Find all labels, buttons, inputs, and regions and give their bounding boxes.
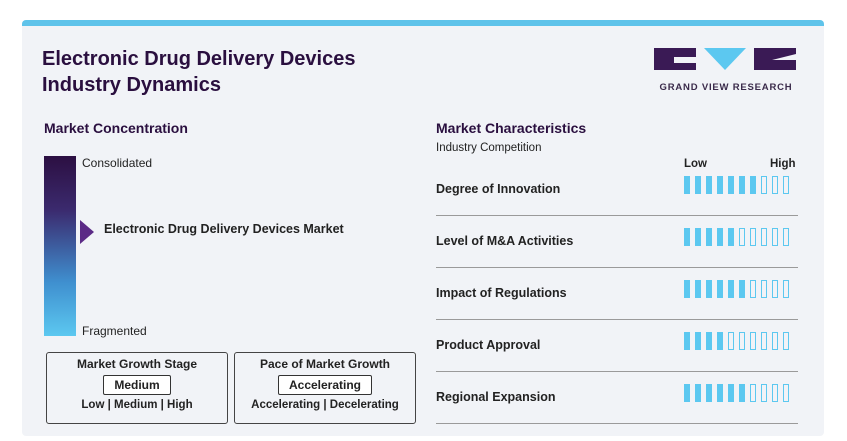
scale-high-label: High <box>770 158 796 170</box>
market-position-label: Electronic Drug Delivery Devices Market <box>104 222 344 236</box>
rating-segment-empty <box>772 228 778 246</box>
characteristic-label: Impact of Regulations <box>436 286 567 300</box>
rating-segment-filled <box>717 176 723 194</box>
rating-segment-empty <box>739 332 745 350</box>
concentration-gradient-bar <box>44 156 76 336</box>
rating-segment-empty <box>750 228 756 246</box>
rating-segment-filled <box>695 332 701 350</box>
rating-segment-filled <box>717 280 723 298</box>
logo-text: GRAND VIEW RESEARCH <box>659 82 793 93</box>
characteristic-label: Product Approval <box>436 338 541 352</box>
rating-segment-filled <box>684 384 690 402</box>
rating-segment-empty <box>761 228 767 246</box>
rating-segment-empty <box>739 228 745 246</box>
rating-segment-filled <box>717 228 723 246</box>
rating-segment-empty <box>783 332 789 350</box>
rating-segment-empty <box>783 176 789 194</box>
growth-stage-value: Medium <box>103 375 171 395</box>
rating-segment-filled <box>728 228 734 246</box>
rating-segment-filled <box>739 384 745 402</box>
characteristic-row: Product Approval <box>436 320 798 372</box>
rating-segment-filled <box>684 332 690 350</box>
rating-segment-filled <box>706 280 712 298</box>
rating-segment-filled <box>728 384 734 402</box>
rating-segment-empty <box>761 176 767 194</box>
rating-segment-filled <box>684 176 690 194</box>
rating-segment-filled <box>684 280 690 298</box>
rating-segment-empty <box>783 280 789 298</box>
rating-segment-filled <box>739 280 745 298</box>
fragmented-label: Fragmented <box>82 324 147 338</box>
rating-segment-empty <box>750 384 756 402</box>
rating-segment-empty <box>772 176 778 194</box>
rating-segment-empty <box>772 332 778 350</box>
rating-segment-empty <box>772 384 778 402</box>
rating-segment-empty <box>772 280 778 298</box>
characteristic-row: Impact of Regulations <box>436 268 798 320</box>
characteristic-row: Level of M&A Activities <box>436 216 798 268</box>
brand-logo: GRAND VIEW RESEARCH <box>652 46 800 96</box>
growth-stage-box: Market Growth Stage Medium Low | Medium … <box>46 352 228 424</box>
rating-segment-filled <box>695 228 701 246</box>
characteristic-row: Regional Expansion <box>436 372 798 424</box>
logo-mark-icon <box>654 48 796 70</box>
rating-segment-empty <box>783 228 789 246</box>
growth-pace-scale: Accelerating | Decelerating <box>251 399 399 411</box>
rating-segment-empty <box>750 332 756 350</box>
characteristic-label: Degree of Innovation <box>436 182 561 196</box>
rating-segment-filled <box>739 176 745 194</box>
rating-segment-filled <box>695 384 701 402</box>
rating-segment-empty <box>728 332 734 350</box>
characteristics-subheading: Industry Competition <box>436 142 542 154</box>
rating-segment-filled <box>717 332 723 350</box>
rating-segment-empty <box>761 332 767 350</box>
title-line-1: Electronic Drug Delivery Devices <box>42 48 356 70</box>
rating-segment-filled <box>706 176 712 194</box>
market-position-marker-icon <box>80 220 94 244</box>
rating-segment-filled <box>706 228 712 246</box>
rating-segment-filled <box>706 332 712 350</box>
rating-segment-filled <box>706 384 712 402</box>
rating-segment-filled <box>717 384 723 402</box>
characteristics-heading: Market Characteristics <box>436 120 587 136</box>
consolidated-label: Consolidated <box>82 156 153 170</box>
rating-segment-empty <box>761 384 767 402</box>
scale-low-label: Low <box>684 158 707 170</box>
concentration-heading: Market Concentration <box>44 120 188 136</box>
growth-stage-title: Market Growth Stage <box>76 357 198 371</box>
growth-stage-scale: Low | Medium | High <box>81 399 193 411</box>
rating-segment-empty <box>750 280 756 298</box>
title-line-2: Industry Dynamics <box>42 74 221 96</box>
growth-pace-box: Pace of Market Growth Accelerating Accel… <box>234 352 416 424</box>
growth-pace-value: Accelerating <box>277 375 373 395</box>
characteristic-label: Level of M&A Activities <box>436 234 574 248</box>
rating-segment-filled <box>728 176 734 194</box>
page-title: Electronic Drug Delivery Devices Industr… <box>42 46 422 98</box>
rating-segment-empty <box>783 384 789 402</box>
rating-segment-filled <box>695 280 701 298</box>
characteristic-label: Regional Expansion <box>436 390 556 404</box>
rating-segment-empty <box>761 280 767 298</box>
dynamics-card: Electronic Drug Delivery Devices Industr… <box>22 20 824 436</box>
rating-segment-filled <box>728 280 734 298</box>
characteristic-row: Degree of Innovation <box>436 164 798 216</box>
growth-pace-title: Pace of Market Growth <box>259 357 391 371</box>
rating-segment-filled <box>684 228 690 246</box>
rating-segment-filled <box>695 176 701 194</box>
rating-segment-filled <box>750 176 756 194</box>
